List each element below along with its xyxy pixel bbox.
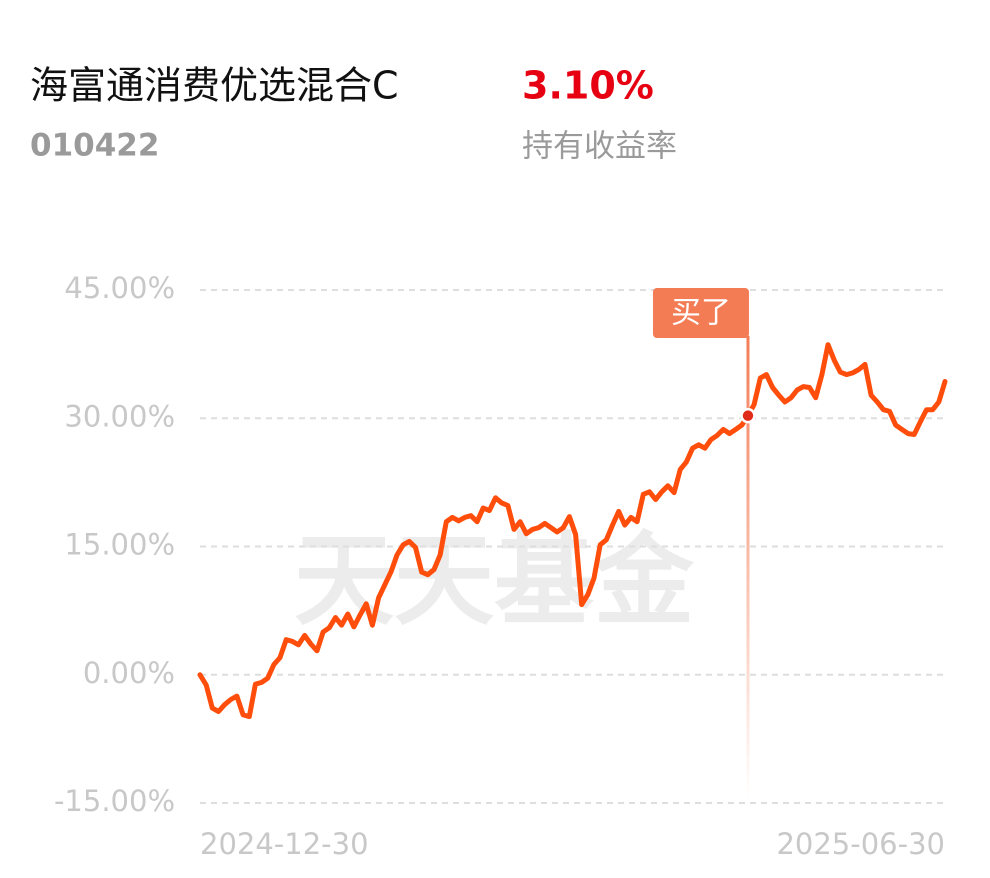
watermark: 天天基金 [294,526,695,637]
buy-tag [652,288,749,338]
buy-point [740,407,756,424]
return-label: 持有收益率 [522,129,677,165]
y-tick-label: 15.00% [64,528,175,562]
y-tick-label: -15.00% [54,784,175,818]
buy-tag-text: 买了 [671,296,731,331]
x-tick-label: 2024-12-30 [200,827,369,861]
fund-name: 海富通消费优选混合C [30,64,399,108]
fund-code: 010422 [30,128,159,164]
y-tick-label: 0.00% [83,656,175,690]
y-tick-label: 30.00% [64,399,175,433]
x-tick-label: 2025-06-30 [776,827,945,861]
fund-return: 3.10% [522,64,654,108]
buy-line [746,336,750,798]
series-line [197,342,948,720]
y-tick-label: 45.00% [64,271,175,305]
